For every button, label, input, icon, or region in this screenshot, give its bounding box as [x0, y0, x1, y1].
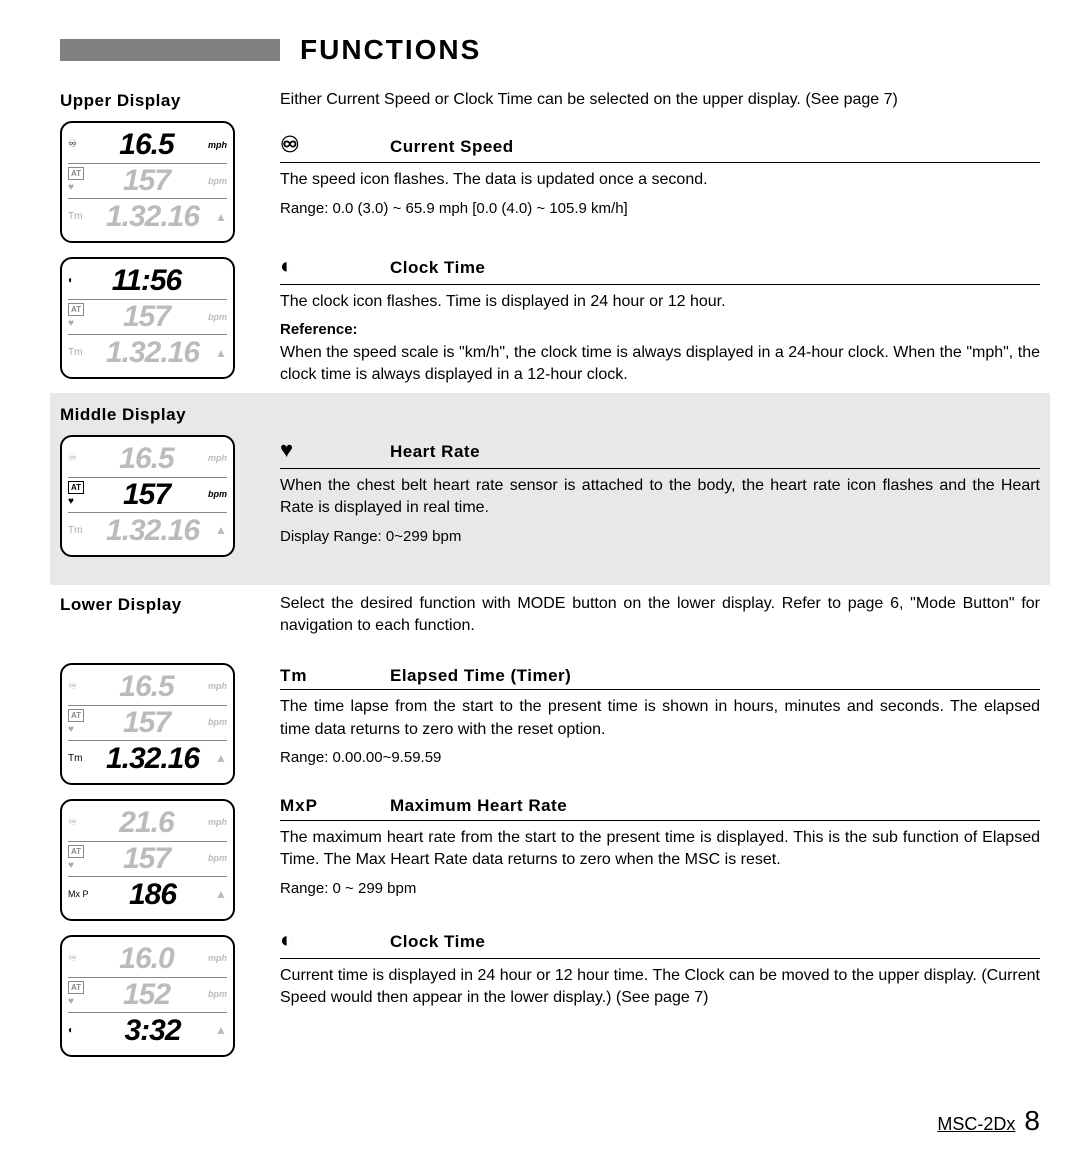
reference-label: Reference: [280, 319, 1040, 340]
mxp-abbr: MxP [280, 794, 390, 818]
page-header: FUNCTIONS [60, 30, 1040, 69]
clock-time-header: ◐ Clock Time [280, 251, 1040, 285]
current-speed-header: ♾ Current Speed [280, 130, 1040, 164]
at-heart-indicator: AT ♥ [68, 303, 90, 331]
disp-unit-mph: mph [203, 452, 227, 465]
bike-icon: ♾ [68, 816, 90, 830]
bike-icon: ♾ [68, 138, 90, 152]
disp-time-value: 1.32.16 [90, 510, 215, 552]
upper-display-label: Upper Display [60, 89, 260, 113]
disp-unit-mph: mph [203, 680, 227, 693]
max-hr-title: Maximum Heart Rate [390, 794, 567, 818]
clock-icon: ◐ [280, 925, 390, 956]
disp-tm-label: Tm [68, 346, 90, 360]
current-speed-range: Range: 0.0 (3.0) ~ 65.9 mph [0.0 (4.0) ~… [280, 198, 1040, 219]
heart-rate-header: ♥ Heart Rate [280, 435, 1040, 469]
clock-icon: ◐ [280, 251, 390, 282]
arrow-up-icon: ▲ [215, 750, 227, 767]
max-hr-body: The maximum heart rate from the start to… [280, 827, 1040, 872]
at-heart-indicator: AT ♥ [68, 845, 90, 873]
heart-rate-body: When the chest belt heart rate sensor is… [280, 475, 1040, 520]
upper-display-section: Upper Display ♾ 16.5 mph AT ♥ 157 bpm Tm… [60, 89, 1040, 393]
bike-icon: ♾ [280, 130, 390, 161]
lower-display-illustration-2: ♾ 21.6 mph AT ♥ 157 bpm Mx P 186 ▲ [60, 799, 235, 921]
model-number: MSC-2Dx [937, 1114, 1015, 1134]
disp-unit-mph: mph [203, 816, 227, 829]
arrow-up-icon: ▲ [215, 209, 227, 226]
heart-icon: ♥ [280, 435, 390, 466]
disp-clock-value: 3:32 [90, 1010, 215, 1052]
header-accent-bar [60, 39, 280, 61]
clock-icon: ◐ [68, 1024, 90, 1038]
bike-icon: ♾ [68, 452, 90, 466]
page-footer: MSC-2Dx 8 [60, 1101, 1040, 1140]
clock-time-title: Clock Time [390, 256, 485, 280]
at-heart-indicator: AT ♥ [68, 481, 90, 509]
disp-unit-bpm: bpm [203, 488, 227, 501]
disp-unit-bpm: bpm [203, 852, 227, 865]
disp-unit-mph: mph [203, 139, 227, 152]
lower-display-illustration-3: ♾ 16.0 mph AT ♥ 152 bpm ◐ 3:32 ▲ [60, 935, 235, 1057]
lower-clock-title: Clock Time [390, 930, 485, 954]
disp-tm-label: Tm [68, 752, 90, 766]
bike-icon: ♾ [68, 680, 90, 694]
tm-abbr: Tm [280, 664, 390, 688]
heart-rate-range: Display Range: 0~299 bpm [280, 526, 1040, 547]
page-number: 8 [1024, 1105, 1040, 1136]
middle-display-label: Middle Display [60, 403, 260, 427]
lower-display-label: Lower Display [60, 593, 260, 617]
max-hr-header: MxP Maximum Heart Rate [280, 794, 1040, 821]
current-speed-title: Current Speed [390, 135, 514, 159]
elapsed-time-header: Tm Elapsed Time (Timer) [280, 664, 1040, 691]
arrow-up-icon: ▲ [215, 345, 227, 362]
arrow-up-icon: ▲ [215, 522, 227, 539]
heart-rate-title: Heart Rate [390, 440, 480, 464]
disp-unit-mph: mph [203, 952, 227, 965]
upper-display-illustration-2: ◐ 11:56 AT ♥ 157 bpm Tm 1.32.16 ▲ [60, 257, 235, 379]
disp-unit-bpm: bpm [203, 716, 227, 729]
at-heart-indicator: AT ♥ [68, 709, 90, 737]
disp-tm-label: Tm [68, 210, 90, 224]
lower-display-section: Lower Display ♾ 16.5 mph AT ♥ 157 bpm Tm… [60, 593, 1040, 1071]
disp-unit-bpm: bpm [203, 311, 227, 324]
lower-intro: Select the desired function with MODE bu… [280, 593, 1040, 638]
disp-time-value: 1.32.16 [90, 332, 215, 374]
at-heart-indicator: AT ♥ [68, 167, 90, 195]
arrow-up-icon: ▲ [215, 1022, 227, 1039]
middle-display-illustration: ♾ 16.5 mph AT ♥ 157 bpm Tm 1.32.16 ▲ [60, 435, 235, 557]
disp-unit-bpm: bpm [203, 175, 227, 188]
page-title: FUNCTIONS [300, 30, 481, 69]
current-speed-body: The speed icon flashes. The data is upda… [280, 169, 1040, 191]
upper-intro: Either Current Speed or Clock Time can b… [280, 89, 1040, 111]
elapsed-time-title: Elapsed Time (Timer) [390, 664, 571, 688]
middle-display-section: Middle Display ♾ 16.5 mph AT ♥ 157 bpm T… [50, 393, 1050, 585]
elapsed-time-body: The time lapse from the start to the pre… [280, 696, 1040, 741]
clock-time-body: The clock icon flashes. Time is displaye… [280, 291, 1040, 313]
clock-icon: ◐ [68, 274, 90, 288]
bike-icon: ♾ [68, 952, 90, 966]
disp-time-value: 1.32.16 [90, 196, 215, 238]
max-hr-range: Range: 0 ~ 299 bpm [280, 878, 1040, 899]
disp-tm-label: Tm [68, 524, 90, 538]
disp-mxp-label: Mx P [68, 890, 90, 899]
lower-clock-header: ◐ Clock Time [280, 925, 1040, 959]
disp-maxhr-value: 186 [90, 874, 215, 916]
disp-time-value: 1.32.16 [90, 738, 215, 780]
reference-body: When the speed scale is "km/h", the cloc… [280, 342, 1040, 387]
at-heart-indicator: AT ♥ [68, 981, 90, 1009]
lower-clock-body: Current time is displayed in 24 hour or … [280, 965, 1040, 1010]
upper-display-illustration-1: ♾ 16.5 mph AT ♥ 157 bpm Tm 1.32.16 ▲ [60, 121, 235, 243]
lower-display-illustration-1: ♾ 16.5 mph AT ♥ 157 bpm Tm 1.32.16 ▲ [60, 663, 235, 785]
disp-unit-bpm: bpm [203, 988, 227, 1001]
arrow-up-icon: ▲ [215, 886, 227, 903]
elapsed-time-range: Range: 0.00.00~9.59.59 [280, 747, 1040, 768]
